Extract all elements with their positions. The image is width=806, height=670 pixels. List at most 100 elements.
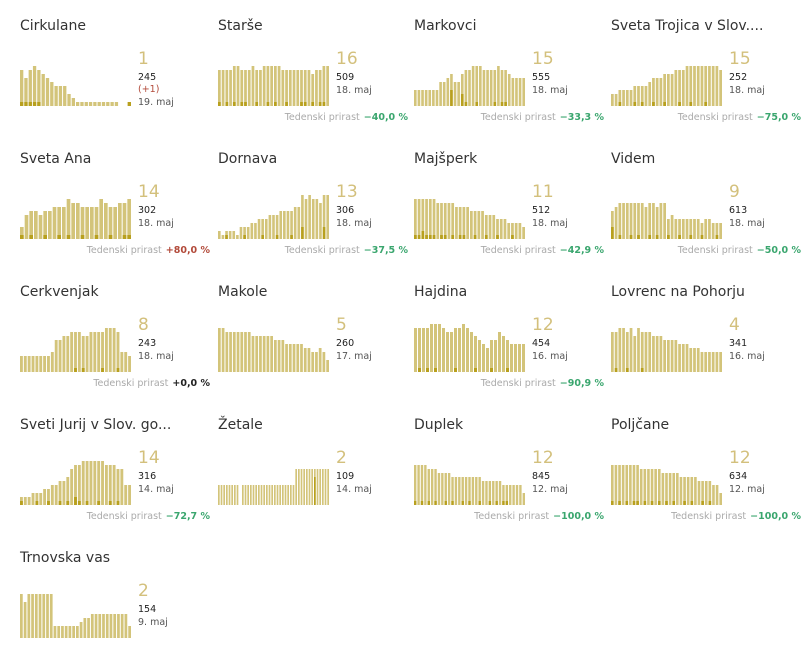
bar: [659, 336, 663, 372]
bar: [318, 348, 322, 372]
bar: [282, 485, 284, 505]
weekly-growth-label: Tedenski prirast: [474, 511, 550, 522]
bar: [54, 86, 58, 106]
bar: [510, 344, 513, 372]
bar: [31, 594, 34, 638]
bar-plot: [611, 465, 722, 505]
bar: [715, 352, 719, 372]
bar: [85, 336, 89, 372]
new-cases-bar: [127, 235, 131, 239]
bar: [488, 215, 492, 239]
bar: [35, 356, 39, 372]
total-cases: 302: [138, 205, 157, 216]
bar: [38, 594, 42, 638]
bar: [290, 485, 292, 505]
new-cases-bar: [266, 102, 270, 106]
bar: [457, 82, 460, 106]
bar: [462, 324, 465, 372]
bar: [34, 211, 38, 239]
weekly-growth: Tedenski prirast −100,0 %: [671, 511, 801, 522]
bar: [708, 481, 712, 505]
bar: [704, 66, 708, 106]
bar: [482, 344, 485, 372]
bar: [288, 70, 292, 106]
chart-title: Videm: [611, 151, 656, 167]
bar: [614, 465, 618, 505]
bar: [667, 74, 670, 106]
bar: [424, 90, 428, 106]
bar: [719, 352, 722, 372]
bar: [263, 485, 265, 505]
bar: [108, 328, 112, 372]
new-cases-bar: [274, 102, 277, 106]
total-cases: 243: [138, 338, 157, 349]
bar: [223, 485, 225, 505]
bar: [522, 78, 525, 106]
daily-change: (+1): [138, 84, 160, 95]
bar: [311, 74, 315, 106]
last-update-date: 9. maj: [138, 617, 168, 628]
bar: [503, 219, 507, 239]
bar: [625, 332, 629, 372]
bar: [316, 469, 319, 505]
bar: [228, 485, 231, 505]
bar: [277, 340, 281, 372]
bar: [98, 614, 102, 638]
bar: [62, 336, 66, 372]
bar: [46, 594, 49, 638]
new-cases-bar: [650, 501, 654, 505]
bar: [700, 66, 704, 106]
new-cases-bar: [66, 501, 70, 505]
chart-title: Makole: [218, 284, 268, 300]
bar: [61, 626, 64, 638]
bar: [66, 199, 71, 239]
new-cases-bar: [414, 501, 417, 505]
bar: [264, 219, 268, 239]
bar: [633, 86, 637, 106]
bar: [679, 477, 683, 505]
bar: [301, 195, 304, 239]
new-cases-bar: [640, 368, 644, 372]
bar: [665, 473, 668, 505]
new-cases-bar: [29, 235, 33, 239]
weekly-growth-value: −50,0 %: [756, 245, 801, 256]
bar: [20, 594, 23, 638]
bar: [281, 70, 285, 106]
new-cases-bar: [665, 501, 668, 505]
bar: [471, 477, 475, 505]
bar: [307, 348, 311, 372]
bar: [306, 469, 308, 505]
weekly-growth-value: +0,0 %: [172, 378, 210, 389]
bar: [689, 219, 693, 239]
new-cases-bar: [704, 102, 708, 106]
new-cases-bar: [648, 235, 652, 239]
bar: [667, 340, 670, 372]
new-cases-bar: [614, 368, 618, 372]
weekly-growth: Tedenski prirast −40,0 %: [285, 112, 408, 123]
bar: [244, 332, 247, 372]
bar: [319, 469, 321, 505]
bar: [110, 102, 114, 106]
bar-plot: [611, 328, 722, 372]
new-cases-bar: [24, 102, 28, 106]
bar: [327, 469, 329, 505]
new-cases-bar: [468, 501, 471, 505]
bar: [298, 469, 300, 505]
new-cases-bar: [80, 235, 85, 239]
bar: [648, 203, 652, 239]
new-cases-bar: [444, 501, 447, 505]
bar: [58, 86, 63, 106]
bar: [53, 626, 57, 638]
bar-plot: [218, 469, 329, 505]
weekly-growth-label: Tedenski prirast: [480, 112, 556, 123]
bar: [478, 340, 481, 372]
bar: [41, 74, 45, 106]
new-cases-bar: [81, 368, 85, 372]
bar: [77, 332, 81, 372]
active-cases: 15: [729, 49, 751, 69]
bar: [502, 485, 505, 505]
bar: [644, 86, 648, 106]
bar: [268, 485, 271, 505]
bar: [84, 102, 88, 106]
bar: [685, 66, 689, 106]
